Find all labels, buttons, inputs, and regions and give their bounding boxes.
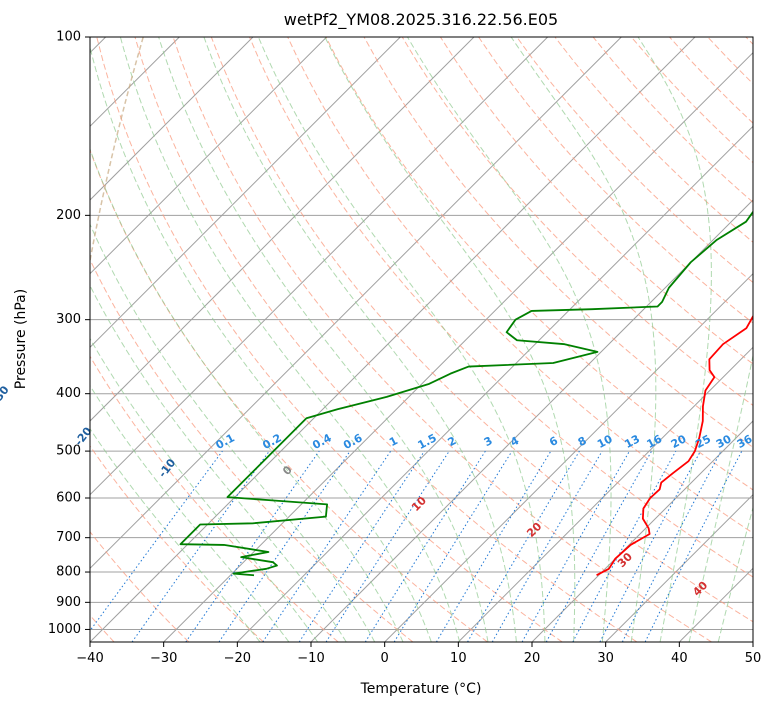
- moist-adiabat-line: [119, 37, 461, 642]
- y-tick-label: 300: [56, 312, 81, 327]
- mixing-ratio-line: [644, 450, 743, 642]
- x-axis-ticks: −40 −30 −20 −10 0 10 20 30 40 50: [76, 642, 761, 666]
- moist-adiabat-line: [90, 337, 319, 642]
- y-tick-label: 800: [56, 565, 81, 580]
- isotherm-line: [605, 493, 753, 642]
- x-tick-label: 40: [671, 651, 688, 666]
- y-tick-label: 1000: [48, 622, 81, 637]
- y-tick-label: 700: [56, 530, 81, 545]
- dry-adiabat-line: [134, 37, 638, 642]
- moist-adiabat-line: [407, 37, 612, 642]
- mixing-ratio-label: 30: [714, 432, 734, 451]
- y-tick-label: 100: [56, 30, 81, 45]
- plot-frame: [89, 36, 754, 643]
- chart-title: wetPf2_YM08.2025.316.22.56.E05: [284, 10, 558, 30]
- moist-adiabat-line: [257, 37, 546, 642]
- mixing-ratio-line: [131, 450, 270, 642]
- dry-adiabat-line: [90, 445, 264, 642]
- isotherm-line: [90, 37, 549, 496]
- mixing-ratio-label: 16: [645, 432, 665, 451]
- x-tick-label: 0: [381, 651, 389, 666]
- x-tick-label: −40: [76, 651, 103, 666]
- mixing-ratio-label: 10: [595, 432, 615, 451]
- dry-adiabat-line: [439, 37, 753, 365]
- dry-adiabat-line: [210, 37, 753, 623]
- mixing-ratio-line: [262, 450, 392, 642]
- dry-adiabat-line: [90, 258, 414, 642]
- dewpoint-profile-line: [179, 210, 753, 577]
- moist-adiabat-line: [90, 427, 261, 642]
- x-tick-label: −20: [224, 651, 251, 666]
- x-tick-label: 50: [745, 651, 762, 666]
- moist-adiabat-line: [637, 37, 712, 642]
- moist-adiabat-line: [90, 223, 376, 642]
- isotherm-line: [384, 272, 753, 642]
- dry-adiabat-line: [96, 37, 563, 642]
- moist-adiabat-line: [90, 147, 404, 642]
- dry-adiabat-line: [90, 355, 339, 642]
- dry-adiabat-line: [516, 37, 753, 284]
- moist-adiabat-line: [90, 384, 290, 642]
- isotherm-line: [310, 199, 753, 642]
- y-tick-label: 200: [56, 208, 81, 223]
- y-axis-ticks: 100 200 300 400 500 600 700 800 900 1000: [48, 30, 90, 637]
- background-grid: [90, 37, 753, 642]
- isotherm-line: [90, 37, 401, 349]
- dry-adiabat-line: [249, 37, 753, 578]
- x-tick-label: 20: [524, 651, 541, 666]
- profile-lines: [179, 210, 753, 577]
- moist-adiabat-line: [203, 37, 517, 642]
- isotherm-line: [163, 51, 753, 642]
- moist-adiabat-line: [90, 45, 432, 642]
- mixing-ratio-line: [521, 450, 630, 642]
- isotherm-line: [90, 37, 622, 570]
- isotherm-line: [752, 641, 753, 642]
- plot-background: [90, 37, 753, 642]
- mixing-ratio-line: [218, 450, 351, 642]
- moist-adiabat-line: [90, 284, 347, 642]
- dry-adiabat-line: [172, 37, 712, 642]
- isotherm-line: [457, 346, 753, 642]
- y-tick-label: 400: [56, 386, 81, 401]
- mixing-ratio-label: 13: [622, 432, 642, 451]
- mixing-ratio-line: [298, 450, 425, 642]
- mixing-ratio-line: [90, 450, 223, 632]
- dry-adiabat-line: [401, 37, 753, 406]
- x-tick-label: 30: [597, 651, 614, 666]
- x-axis-title: Temperature (°C): [360, 681, 482, 697]
- isotherm-line: [90, 37, 254, 201]
- y-tick-label: 600: [56, 491, 81, 506]
- mixing-ratio-label: 20: [669, 432, 689, 451]
- isotherm-line: [531, 420, 753, 642]
- dry-adiabat-line: [325, 37, 753, 491]
- y-tick-label: 500: [56, 444, 81, 459]
- y-tick-label: 900: [56, 595, 81, 610]
- mixing-ratio-line: [325, 450, 450, 642]
- mixing-ratio-line: [185, 450, 320, 642]
- dry-adiabat-line: [90, 531, 190, 642]
- dry-adiabat-label: -30: [0, 383, 12, 407]
- mixing-ratio-line: [393, 450, 513, 642]
- moist-adiabat-line: [510, 37, 657, 642]
- isotherm-line: [90, 37, 475, 422]
- moist-adiabat-line: [158, 37, 489, 642]
- isotherm-line: [90, 37, 328, 275]
- mixing-ratio-line: [572, 450, 677, 642]
- temperature-profile-line: [596, 314, 753, 577]
- mixing-ratio-line: [545, 450, 653, 642]
- x-tick-label: −10: [297, 651, 324, 666]
- isotherm-line: [236, 125, 753, 642]
- dry-adiabat-line: [287, 37, 753, 534]
- moist-adiabat-line: [688, 353, 753, 642]
- moist-adiabat-line: [324, 37, 576, 642]
- isotherm-line: [90, 37, 696, 642]
- mixing-ratio-label: 25: [693, 432, 713, 451]
- y-axis-title: Pressure (hPa): [13, 289, 29, 389]
- x-tick-label: 10: [450, 651, 467, 666]
- mixing-ratio-label: 36: [735, 432, 755, 451]
- x-tick-label: −30: [150, 651, 177, 666]
